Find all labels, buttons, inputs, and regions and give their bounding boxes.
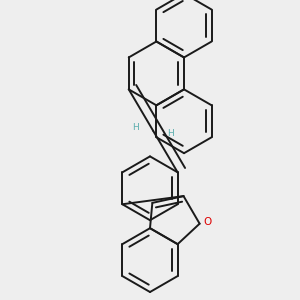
Text: H: H — [167, 129, 174, 138]
Text: O: O — [203, 218, 212, 227]
Text: H: H — [132, 122, 139, 131]
